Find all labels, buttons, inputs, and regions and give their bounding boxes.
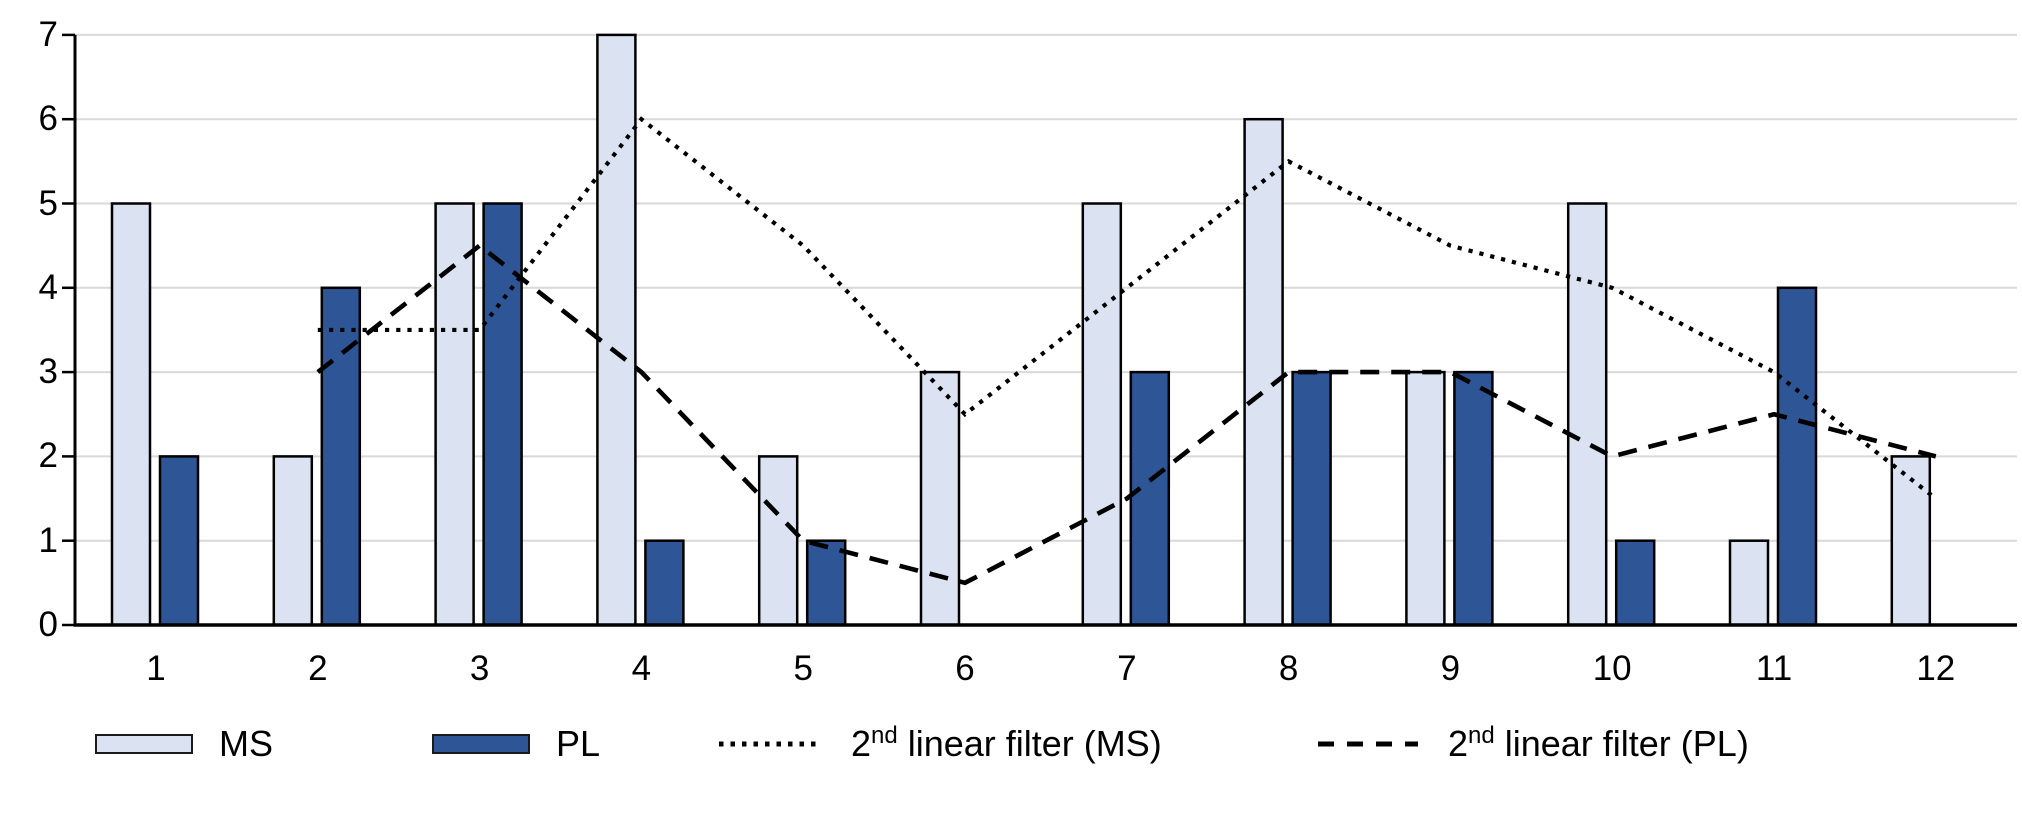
bar-ms-7: [1081, 202, 1123, 627]
x-tick-label-8: 8: [1278, 649, 1299, 688]
legend-swatch-pl: [432, 734, 530, 754]
bar-pl-11: [1776, 286, 1818, 627]
bar-ms-8: [1243, 117, 1284, 627]
x-tick-label-12: 12: [1916, 649, 1956, 688]
bar-pl-4: [644, 539, 685, 627]
x-tick-label-11: 11: [1755, 649, 1793, 688]
x-tick-label-10: 10: [1592, 649, 1632, 688]
filter-line-pl: [316, 242, 1937, 586]
bar-ms-5: [757, 455, 799, 627]
dashed-line-icon: [1318, 741, 1418, 747]
dotted-line-icon: [719, 741, 821, 747]
y-tick-label-4: 4: [38, 267, 58, 307]
bar-pl-8: [1291, 370, 1332, 627]
bar-pl-2: [320, 286, 362, 627]
bar-ms-10: [1566, 202, 1608, 627]
x-tick-label-3: 3: [469, 649, 490, 688]
x-tick-label-5: 5: [793, 649, 813, 688]
x-tick-label-9: 9: [1440, 649, 1461, 688]
bar-pl-1: [158, 455, 200, 627]
x-tick-label-7: 7: [1117, 649, 1137, 688]
legend-label-filter-ms: 2nd linear filter (MS): [851, 722, 1162, 764]
bar-pl-7: [1129, 370, 1171, 627]
filter-line-ms: [317, 116, 1938, 501]
legend-item-ms: MS: [95, 724, 273, 764]
x-tick-label-1: 1: [146, 649, 166, 688]
bar-ms-12: [1890, 455, 1932, 627]
bar-ms-11: [1728, 539, 1770, 627]
bar-ms-2: [272, 455, 314, 627]
x-tick-label-2: 2: [308, 649, 328, 688]
x-tick-label-6: 6: [955, 649, 975, 688]
bar-ms-6: [919, 370, 961, 627]
bar-ms-9: [1405, 370, 1446, 627]
y-tick-label-5: 5: [38, 183, 58, 223]
legend-label-ms: MS: [219, 723, 273, 764]
legend-item-filter-ms: 2nd linear filter (MS): [717, 724, 1162, 764]
y-tick-label-7: 7: [38, 14, 58, 54]
y-tick-label-2: 2: [38, 436, 58, 476]
y-tick-label-3: 3: [38, 352, 58, 392]
y-tick-label-1: 1: [38, 520, 58, 560]
bar-pl-3: [482, 202, 523, 627]
bar-ms-4: [596, 33, 637, 627]
bar-ms-1: [110, 202, 152, 627]
y-tick-label-6: 6: [38, 99, 58, 139]
legend-item-pl: PL: [432, 724, 600, 764]
x-tick-label-4: 4: [631, 649, 652, 688]
bar-pl-10: [1614, 539, 1656, 627]
legend-label-filter-pl: 2nd linear filter (PL): [1448, 722, 1749, 764]
y-tick-label-0: 0: [38, 605, 58, 644]
bar-pl-9: [1453, 370, 1494, 627]
legend-label-pl: PL: [556, 723, 601, 764]
legend-swatch-ms: [95, 734, 193, 754]
bar-pl-5: [805, 539, 847, 627]
legend-item-filter-pl: 2nd linear filter (PL): [1318, 724, 1749, 764]
